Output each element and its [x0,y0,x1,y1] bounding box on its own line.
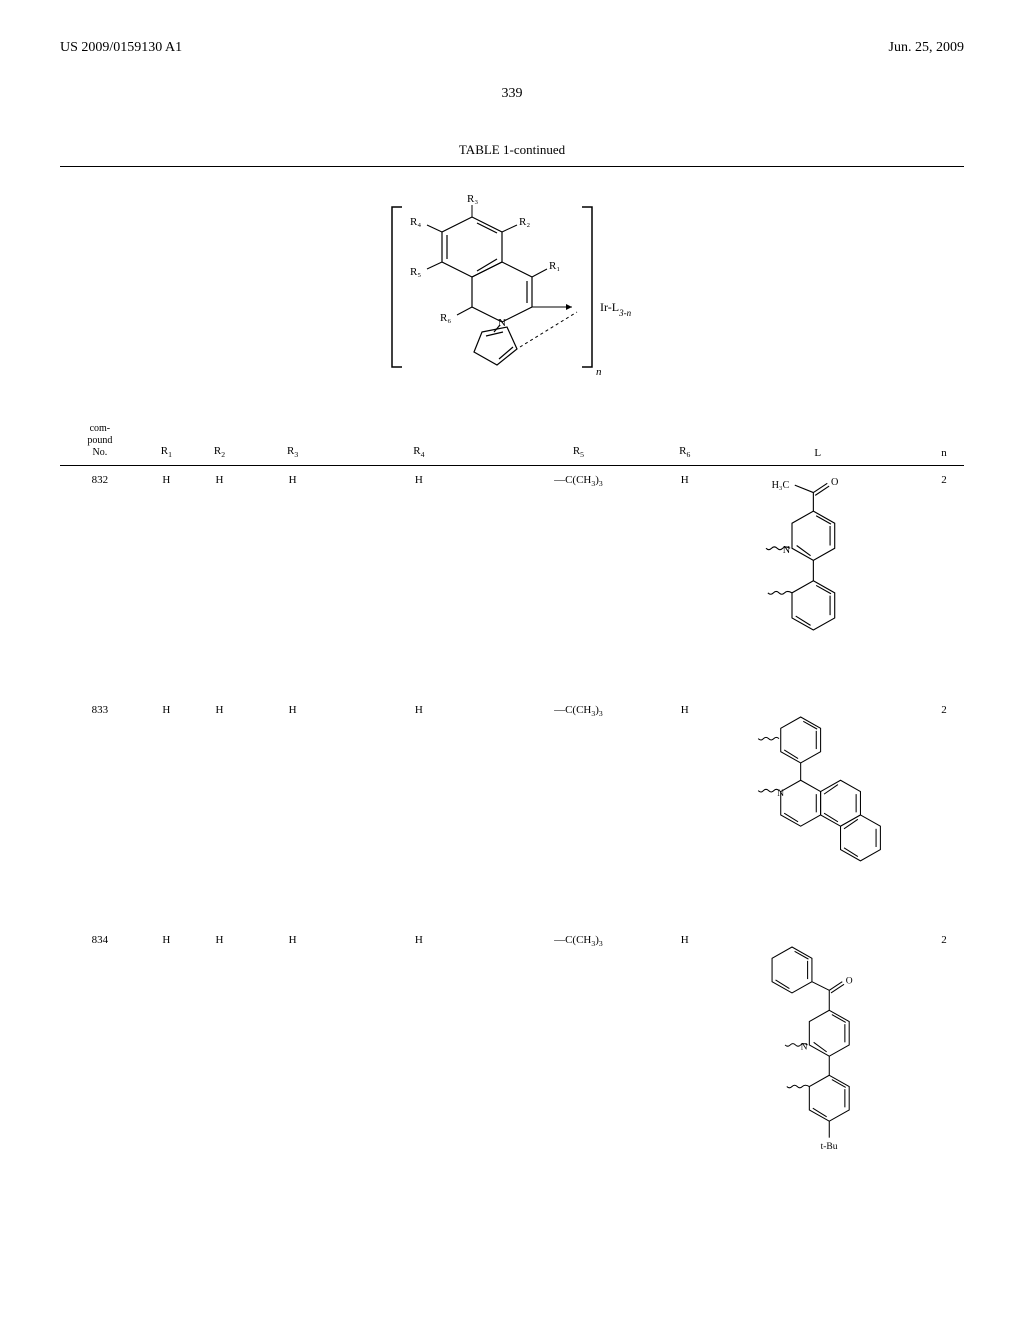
cell-compound-no: 832 [60,466,140,696]
svg-text:R₂: R₂ [519,216,530,228]
svg-text:O: O [831,477,838,488]
svg-text:R₆: R₆ [440,312,451,324]
cell-r6: H [658,696,711,926]
col-r1: R1 [140,417,193,466]
cell-compound-no: 834 [60,926,140,1231]
col-compound-no: com-poundNo. [60,417,140,466]
cell-r4: H [339,926,499,1231]
cell-r1: H [140,926,193,1231]
patent-number: US 2009/0159130 A1 [60,40,182,56]
ligand-833-structure: N [753,704,883,895]
ligand-832-structure: H₃C O N [753,474,883,678]
cell-r2: H [193,466,246,696]
document-header: US 2009/0159130 A1 Jun. 25, 2009 [60,40,964,56]
col-r4: R4 [339,417,499,466]
cell-r5: —C(CH3)3 [499,696,659,926]
cell-ligand: N [711,696,924,926]
structure-diagram: n N R₂ R₃ R₄ [372,187,652,387]
cell-r6: H [658,926,711,1231]
svg-text:R₁: R₁ [549,260,560,272]
col-r6: R6 [658,417,711,466]
cell-r1: H [140,466,193,696]
table-rule-top [60,166,964,167]
compound-table: com-poundNo. R1 R2 R3 R4 R5 R6 L n 832 H… [60,417,964,1231]
col-r2: R2 [193,417,246,466]
table-header-row: com-poundNo. R1 R2 R3 R4 R5 R6 L n [60,417,964,466]
svg-text:R₅: R₅ [410,266,421,278]
svg-text:H₃C: H₃C [771,480,789,491]
col-r5: R5 [499,417,659,466]
col-l: L [711,417,924,466]
cell-ligand: O N t-Bu [711,926,924,1231]
col-r3: R3 [246,417,339,466]
ligand-834-structure: O N t-Bu [753,934,883,1194]
col-n: n [924,417,964,466]
cell-r6: H [658,466,711,696]
page-number: 339 [60,86,964,102]
cell-ligand: H₃C O N [711,466,924,696]
cell-r2: H [193,926,246,1231]
svg-text:n: n [596,366,602,378]
table-row: 834 H H H H —C(CH3)3 H O N [60,926,964,1231]
cell-r3: H [246,926,339,1231]
svg-text:Ir-L3-n: Ir-L3-n [600,300,632,318]
table-row: 832 H H H H —C(CH3)3 H H₃C O N [60,466,964,696]
cell-r5: —C(CH3)3 [499,926,659,1231]
table-row: 833 H H H H —C(CH3)3 H N [60,696,964,926]
cell-r3: H [246,466,339,696]
svg-text:R₃: R₃ [467,193,478,205]
table-title: TABLE 1-continued [60,142,964,158]
cell-r4: H [339,696,499,926]
svg-text:O: O [845,976,852,986]
cell-r1: H [140,696,193,926]
cell-n: 2 [924,926,964,1231]
svg-text:R₄: R₄ [410,216,421,228]
svg-text:N: N [777,788,784,798]
cell-r3: H [246,696,339,926]
cell-r2: H [193,696,246,926]
document-date: Jun. 25, 2009 [889,40,964,56]
cell-r5: —C(CH3)3 [499,466,659,696]
main-chemical-structure: n N R₂ R₃ R₄ [60,187,964,387]
cell-n: 2 [924,466,964,696]
svg-text:t-Bu: t-Bu [820,1141,837,1151]
cell-r4: H [339,466,499,696]
cell-n: 2 [924,696,964,926]
cell-compound-no: 833 [60,696,140,926]
